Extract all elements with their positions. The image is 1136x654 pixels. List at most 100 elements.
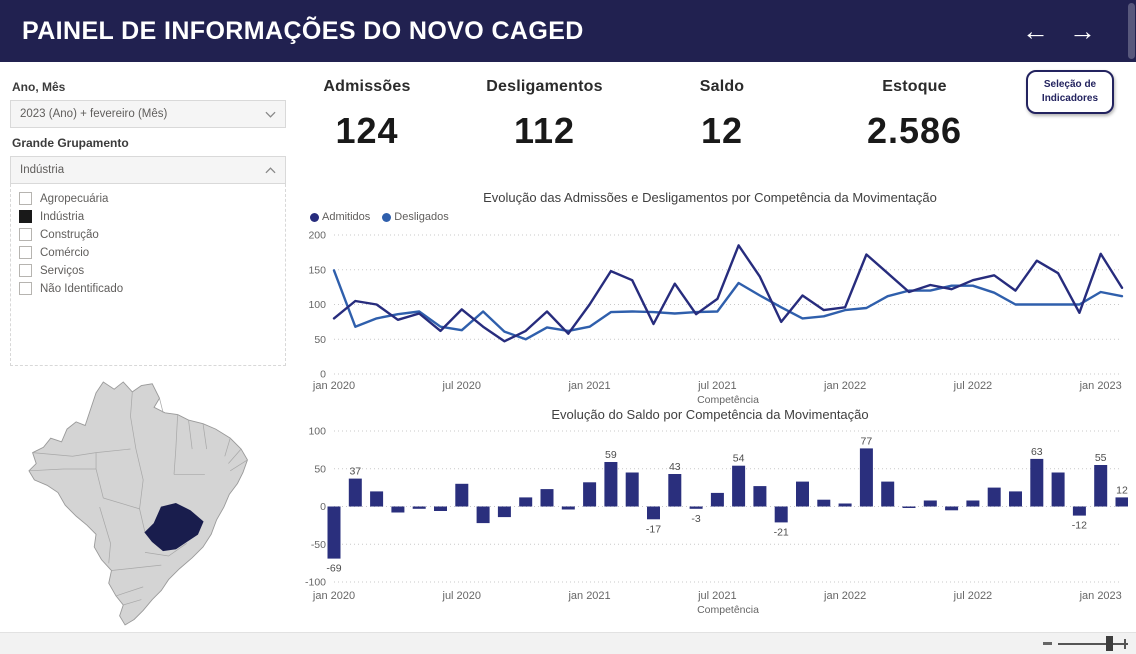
checkbox[interactable] — [19, 282, 32, 295]
option-agropecuaria[interactable]: Agropecuária — [19, 192, 277, 205]
kpi-estoque: Estoque 2.586 — [797, 78, 1032, 182]
svg-text:Competência: Competência — [697, 394, 759, 406]
bar-chart-canvas: 100 50 0 -50 -100-69 37 59 -17 43 -3 54 -21 77 63 -12 5… — [305, 426, 1129, 616]
brazil-map[interactable] — [8, 362, 282, 634]
svg-text:-21: -21 — [774, 526, 789, 538]
svg-text:-100: -100 — [305, 577, 326, 589]
year-month-dropdown[interactable]: 2023 (Ano) + fevereiro (Mês) — [10, 100, 286, 128]
svg-text:jan 2022: jan 2022 — [823, 380, 866, 392]
grouping-filter-label: Grande Grupamento — [12, 136, 129, 150]
grouping-dropdown[interactable]: Indústria — [10, 156, 286, 184]
svg-text:-50: -50 — [311, 539, 326, 551]
svg-text:150: 150 — [308, 264, 326, 276]
state-borders — [28, 391, 248, 606]
kpi-desligamentos: Desligamentos 112 — [442, 78, 647, 182]
svg-text:jan 2022: jan 2022 — [823, 590, 866, 602]
option-label: Comércio — [40, 246, 90, 259]
option-industria[interactable]: Indústria — [19, 210, 277, 223]
zoom-in-icon[interactable] — [1124, 639, 1126, 649]
svg-text:jan 2021: jan 2021 — [567, 590, 610, 602]
svg-text:jul 2020: jul 2020 — [442, 590, 482, 602]
legend-label: Admitidos — [322, 211, 371, 223]
kpi-label: Desligamentos — [486, 78, 603, 95]
svg-text:43: 43 — [669, 461, 681, 473]
legend-item-admitidos[interactable]: Admitidos — [310, 211, 370, 223]
vertical-scrollbar-thumb[interactable] — [1128, 3, 1135, 59]
checkbox[interactable] — [19, 228, 32, 241]
svg-text:-3: -3 — [691, 513, 700, 525]
legend-dot-admitidos — [310, 212, 319, 222]
bottom-bar — [0, 632, 1136, 654]
option-label: Indústria — [40, 210, 85, 223]
svg-text:jul 2022: jul 2022 — [953, 380, 993, 392]
option-label: Agropecuária — [40, 192, 109, 205]
svg-text:jan 2020: jan 2020 — [312, 590, 355, 602]
grouping-option-list: Agropecuária Indústria Construção Comérc… — [10, 184, 286, 366]
indicator-selection-button[interactable]: Seleção de Indicadores — [1026, 70, 1114, 114]
svg-text:100: 100 — [308, 299, 326, 311]
svg-text:-12: -12 — [1072, 520, 1087, 532]
header: PAINEL DE INFORMAÇÕES DO NOVO CAGED ← → — [0, 0, 1136, 62]
line-chart-canvas: 0 50 100 150 200 jan 2020 jul 2020 jan 2021 jul … — [308, 230, 1124, 406]
forward-arrow-icon[interactable]: → — [1069, 15, 1096, 46]
option-nao-identificado[interactable]: Não Identificado — [19, 282, 277, 295]
chevron-up-icon — [265, 166, 276, 173]
checkbox[interactable] — [19, 264, 32, 277]
checkbox[interactable] — [19, 246, 32, 259]
option-servicos[interactable]: Serviços — [19, 264, 277, 277]
chevron-down-icon — [265, 111, 276, 118]
indicator-selection-line1: Seleção de — [1043, 79, 1097, 90]
kpi-saldo: Saldo 12 — [647, 78, 797, 182]
svg-text:50: 50 — [314, 334, 326, 346]
bar-chart-title: Evolução do Saldo por Competência da Mov… — [551, 407, 869, 422]
kpi-value: 112 — [513, 110, 576, 151]
svg-text:jan 2020: jan 2020 — [312, 380, 355, 392]
svg-text:jan 2021: jan 2021 — [567, 380, 610, 392]
kpi-value: 12 — [700, 110, 744, 151]
state-minas-gerais[interactable] — [144, 502, 204, 552]
svg-text:Competência: Competência — [697, 604, 759, 616]
svg-text:jul 2021: jul 2021 — [697, 380, 737, 392]
kpi-value: 124 — [335, 110, 399, 151]
svg-text:100: 100 — [308, 426, 326, 438]
line-chart-legend: Admitidos Desligados — [310, 211, 1128, 223]
back-arrow-icon[interactable]: ← — [1022, 15, 1049, 46]
svg-text:jul 2022: jul 2022 — [953, 590, 993, 602]
main-content: Admissões 124 Desligamentos 112 Saldo 12… — [292, 66, 1129, 622]
svg-text:jan 2023: jan 2023 — [1079, 380, 1122, 392]
svg-text:jan 2023: jan 2023 — [1079, 590, 1122, 602]
svg-text:50: 50 — [314, 463, 326, 475]
option-comercio[interactable]: Comércio — [19, 246, 277, 259]
filter-panel: Ano, Mês 2023 (Ano) + fevereiro (Mês) Gr… — [10, 72, 286, 366]
zoom-slider-handle[interactable] — [1106, 636, 1113, 651]
svg-text:63: 63 — [1031, 446, 1043, 458]
svg-text:37: 37 — [349, 466, 361, 478]
svg-text:0: 0 — [320, 369, 326, 381]
kpi-row: Admissões 124 Desligamentos 112 Saldo 12… — [292, 78, 1128, 182]
svg-text:jul 2020: jul 2020 — [442, 380, 482, 392]
legend-label: Desligados — [394, 211, 449, 223]
kpi-label: Admissões — [323, 78, 411, 95]
zoom-out-icon[interactable] — [1043, 642, 1052, 645]
svg-text:55: 55 — [1095, 452, 1107, 464]
legend-dot-desligados — [382, 212, 392, 222]
svg-text:-69: -69 — [326, 563, 341, 575]
admissions-line-chart[interactable]: 0 50 100 150 200 jan 2020 jul 2020 jan 2021 jul … — [292, 223, 1128, 407]
kpi-value: 2.586 — [866, 110, 963, 151]
zoom-slider-track[interactable] — [1058, 643, 1128, 645]
kpi-label: Estoque — [882, 78, 947, 95]
saldo-bar-chart[interactable]: 100 50 0 -50 -100 -69 37 59 -17 43 -3 54 -21 77 63 -12 5… — [292, 422, 1129, 622]
year-month-dropdown-value: 2023 (Ano) + fevereiro (Mês) — [20, 108, 168, 120]
checkbox[interactable] — [19, 210, 32, 223]
legend-item-desligados[interactable]: Desligados — [382, 211, 449, 223]
indicator-selection-line2: Indicadores — [1041, 93, 1099, 104]
option-construcao[interactable]: Construção — [19, 228, 277, 241]
svg-text:-17: -17 — [646, 523, 661, 535]
checkbox[interactable] — [19, 192, 32, 205]
year-month-filter-label: Ano, Mês — [12, 80, 66, 94]
svg-text:54: 54 — [733, 453, 745, 465]
brazil-outline — [28, 381, 248, 626]
svg-text:12: 12 — [1116, 484, 1128, 496]
brazil-map-canvas — [28, 381, 248, 626]
page-navigation: ← → — [1022, 15, 1096, 46]
